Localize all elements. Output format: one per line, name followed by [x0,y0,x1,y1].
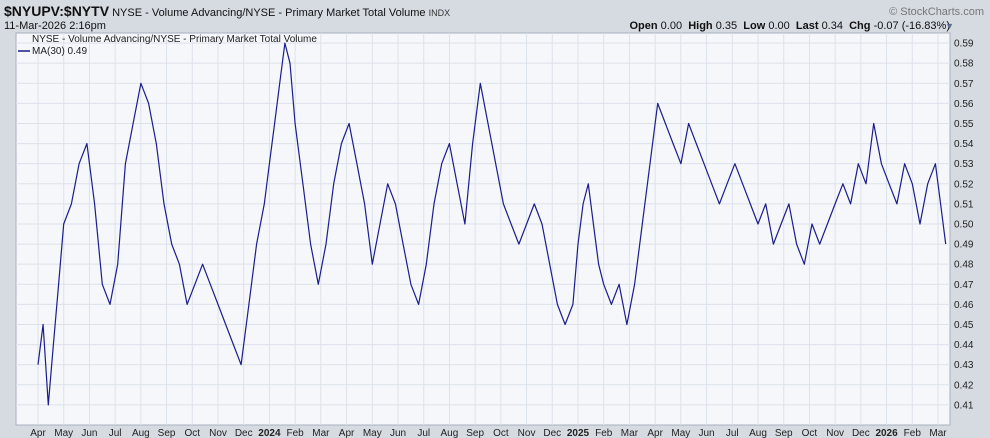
x-tick-label: Dec [543,428,561,438]
dropdown-caret-icon[interactable]: ▼ [945,21,954,31]
x-tick-label: May [54,428,73,438]
x-tick-label: Nov [209,428,227,438]
x-tick-label: Aug [749,428,767,438]
brand-watermark: © StockCharts.com [889,6,984,18]
x-tick-label: Feb [595,428,613,438]
x-tick-label: Jun [699,428,715,438]
x-tick-label: Apr [30,428,46,438]
y-tick-label: 0.50 [954,219,974,230]
y-tick-label: 0.51 [954,199,974,210]
x-tick-label: Jul [417,428,430,438]
chg-value: -0.07 (-16.83%) [873,20,950,32]
x-tick-label: Oct [493,428,509,438]
x-tick-label: Nov [518,428,536,438]
y-tick-label: 0.42 [954,380,974,391]
x-tick-label: Jun [390,428,406,438]
series-group [37,42,947,406]
open-value: 0.00 [660,20,683,32]
y-tick-label: 0.52 [954,179,974,190]
x-tick-label: Apr [647,428,663,438]
legend-ma-label: MA(30) 0.49 [32,46,87,57]
y-tick-label: 0.43 [954,360,974,371]
description: NYSE - Volume Advancing/NYSE - Primary M… [112,7,426,19]
grid-lines [16,33,950,425]
x-tick-label: Mar [312,428,330,438]
x-tick-label: Feb [287,428,305,438]
y-tick-label: 0.53 [954,159,974,170]
low-value: 0.00 [768,20,790,32]
x-tick-label: Oct [802,428,818,438]
x-tick-label: Dec [852,428,870,438]
x-tick-label: 2024 [258,428,281,438]
legend-series-name: NYSE - Volume Advancing/NYSE - Primary M… [32,34,317,45]
y-tick-label: 0.45 [954,320,974,331]
open-label: Open [629,20,658,32]
x-tick-label: Oct [185,428,201,438]
y-tick-label: 0.47 [954,280,974,291]
chart-header: $NYUPV:$NYTV NYSE - Volume Advancing/NYS… [4,3,450,19]
x-tick-label: 2025 [567,428,590,438]
exchange: INDX [428,8,451,18]
high-value: 0.35 [715,20,738,32]
chg-label: Chg [849,20,871,32]
x-tick-label: Jun [81,428,97,438]
y-tick-label: 0.41 [954,400,974,411]
y-tick-label: 0.48 [954,260,974,271]
x-axis: Apr May Jun Jul Aug Sep Oct Nov Dec 2024 Feb Mar Apr… [30,428,947,438]
x-tick-label: Aug [441,428,459,438]
low-label: Low [743,20,766,32]
x-tick-label: Sep [466,428,484,438]
x-tick-label: Jul [726,428,739,438]
high-label: High [688,20,713,32]
x-tick-label: Nov [826,428,844,438]
y-tick-label: 0.49 [954,240,974,251]
x-tick-label: Apr [339,428,355,438]
x-tick-label: Mar [929,428,947,438]
timestamp: 11-Mar-2026 2:16pm [4,20,106,32]
x-tick-label: May [363,428,382,438]
y-tick-label: 0.56 [954,99,974,110]
y-tick-label: 0.54 [954,139,974,150]
symbol: $NYUPV:$NYTV [4,3,110,19]
x-tick-label: 2026 [875,428,898,438]
x-tick-label: Sep [158,428,176,438]
last-value: 0.34 [821,20,843,32]
x-tick-label: Dec [235,428,253,438]
y-axis: 0.41 0.42 0.43 0.44 0.45 0.46 0.47 0.48 0.49 0.50… [954,39,974,412]
series-line [37,42,947,406]
x-tick-label: May [671,428,690,438]
x-tick-label: Feb [904,428,922,438]
y-tick-label: 0.46 [954,300,974,311]
y-tick-label: 0.55 [954,119,974,130]
y-tick-label: 0.59 [954,39,974,50]
quote-summary: Open 0.00 High 0.35 Low 0.00 Last 0.34 C… [629,20,950,32]
x-tick-label: Sep [775,428,793,438]
last-label: Last [795,20,819,32]
x-tick-label: Aug [132,428,150,438]
y-tick-label: 0.44 [954,340,974,351]
y-tick-label: 0.58 [954,59,974,70]
y-tick-label: 0.57 [954,79,974,90]
x-tick-label: Jul [109,428,122,438]
legend: NYSE - Volume Advancing/NYSE - Primary M… [18,34,317,57]
x-tick-label: Mar [621,428,639,438]
